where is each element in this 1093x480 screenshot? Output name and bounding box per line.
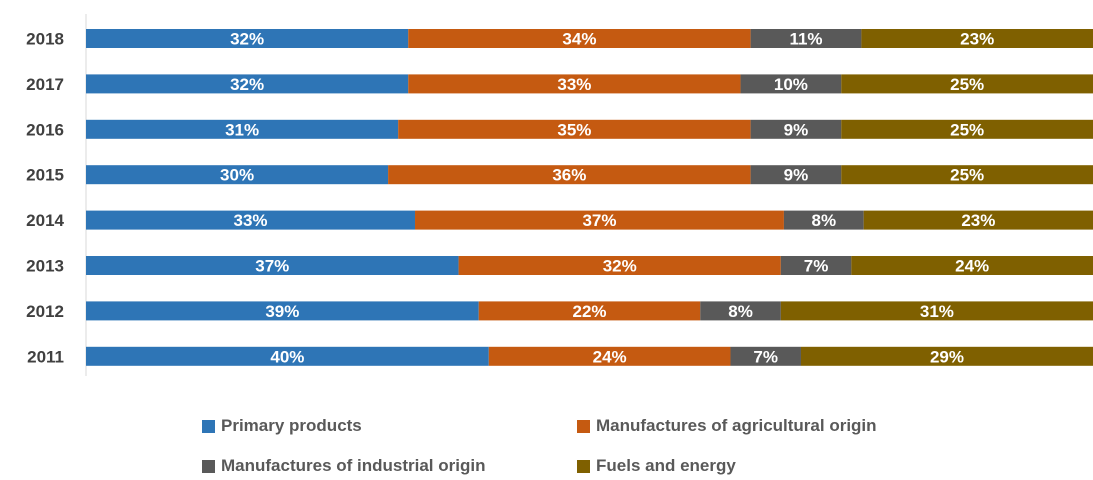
data-label: 31% <box>920 302 954 321</box>
bar-segment <box>780 301 1093 321</box>
data-label: 9% <box>784 120 809 139</box>
y-tick-label: 2014 <box>26 211 64 230</box>
bar-segment <box>86 256 459 275</box>
y-tick-label: 2018 <box>26 30 64 49</box>
data-label: 25% <box>950 75 984 94</box>
bar-segment <box>783 210 864 230</box>
bar-segment <box>408 74 741 94</box>
data-label: 25% <box>950 166 984 185</box>
bar-segment <box>750 29 862 48</box>
bar-segment <box>841 165 1093 185</box>
data-label: 7% <box>753 347 778 366</box>
bar-segment <box>86 210 416 230</box>
data-label: 25% <box>950 120 984 139</box>
data-label: 34% <box>562 30 596 49</box>
y-tick-label: 2013 <box>26 257 64 276</box>
bar-segment <box>398 119 751 139</box>
data-label: 8% <box>728 302 753 321</box>
data-label: 37% <box>582 211 616 230</box>
bar-segment <box>750 165 842 185</box>
bar-segment <box>86 119 399 139</box>
bar-segment <box>800 346 1093 366</box>
bar-segment <box>408 29 751 48</box>
data-label: 23% <box>961 211 995 230</box>
data-label: 37% <box>255 257 289 276</box>
bar-segment <box>86 74 409 94</box>
data-label: 24% <box>955 257 989 276</box>
bar-segment <box>851 256 1093 275</box>
y-tick-label: 2012 <box>26 302 64 321</box>
bar-segment <box>780 256 852 275</box>
data-label: 29% <box>930 347 964 366</box>
y-tick-label: 2011 <box>27 347 64 366</box>
data-label: 35% <box>557 120 591 139</box>
bar-segment <box>750 119 842 139</box>
y-tick-label: 2016 <box>26 120 64 139</box>
y-tick-label: 2015 <box>26 166 64 185</box>
data-label: 32% <box>230 30 264 49</box>
data-label: 7% <box>804 257 829 276</box>
data-label: 36% <box>552 166 586 185</box>
bar-segment <box>740 74 842 94</box>
data-label: 30% <box>220 166 254 185</box>
bar-segment <box>86 29 409 48</box>
data-label: 33% <box>233 211 267 230</box>
bar-segment <box>863 210 1093 230</box>
bar-segment <box>841 74 1093 94</box>
bar-segment <box>700 301 781 321</box>
data-label: 39% <box>265 302 299 321</box>
bar-segment <box>458 256 781 275</box>
data-label: 23% <box>960 30 994 49</box>
bars-group: 2018 32% 34% 11% 23% 2017 32% 33% 10% 25% 2016 31% 3… <box>26 29 1093 366</box>
data-label: 8% <box>812 211 837 230</box>
data-label: 31% <box>225 120 259 139</box>
data-label: 32% <box>603 257 637 276</box>
bar-segment <box>730 346 801 366</box>
data-label: 10% <box>774 75 808 94</box>
bar-segment <box>415 210 784 230</box>
bar-segment <box>388 165 751 185</box>
y-tick-label: 2017 <box>26 75 64 94</box>
bar-segment <box>86 165 389 185</box>
data-label: 9% <box>784 166 809 185</box>
bar-segment <box>86 346 489 366</box>
data-label: 24% <box>593 347 627 366</box>
bar-segment <box>488 346 731 366</box>
bar-segment <box>478 301 701 321</box>
bar-segment <box>841 119 1093 139</box>
data-label: 40% <box>270 347 304 366</box>
data-label: 11% <box>789 30 822 49</box>
data-label: 22% <box>572 302 606 321</box>
bar-segment <box>86 301 479 321</box>
data-label: 32% <box>230 75 264 94</box>
data-label: 33% <box>557 75 591 94</box>
bar-segment <box>861 29 1093 48</box>
